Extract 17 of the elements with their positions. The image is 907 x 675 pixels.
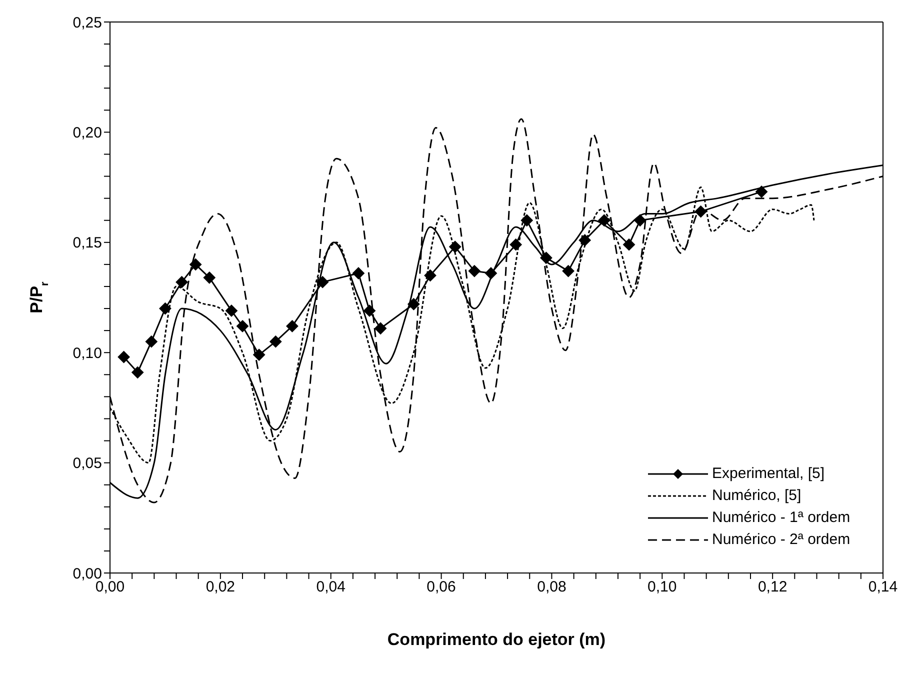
y-tick-label: 0,05 [72, 455, 102, 472]
x-tick-label: 0,10 [648, 578, 677, 596]
legend-label: Experimental, [5] [712, 464, 825, 484]
x-tick-label: 0,08 [537, 578, 566, 596]
x-tick-label: 0,06 [426, 578, 456, 596]
x-tick-label: 0,04 [316, 578, 346, 596]
y-tick-label: 0,10 [72, 344, 102, 362]
legend-label: Numérico, [5] [712, 486, 802, 506]
x-tick-label: 0,14 [868, 578, 898, 596]
y-tick-label: 0,20 [72, 124, 102, 142]
legend-label: Numérico - 2ª ordem [712, 530, 850, 550]
y-tick-label: 0,25 [72, 14, 102, 32]
legend-label: Numérico - 1ª ordem [712, 508, 850, 528]
x-axis-title: Comprimento do ejetor (m) [387, 630, 606, 649]
y-tick-label: 0,15 [72, 234, 102, 252]
x-tick-label: 0,02 [206, 578, 236, 596]
x-tick-label: 0,12 [758, 578, 788, 596]
